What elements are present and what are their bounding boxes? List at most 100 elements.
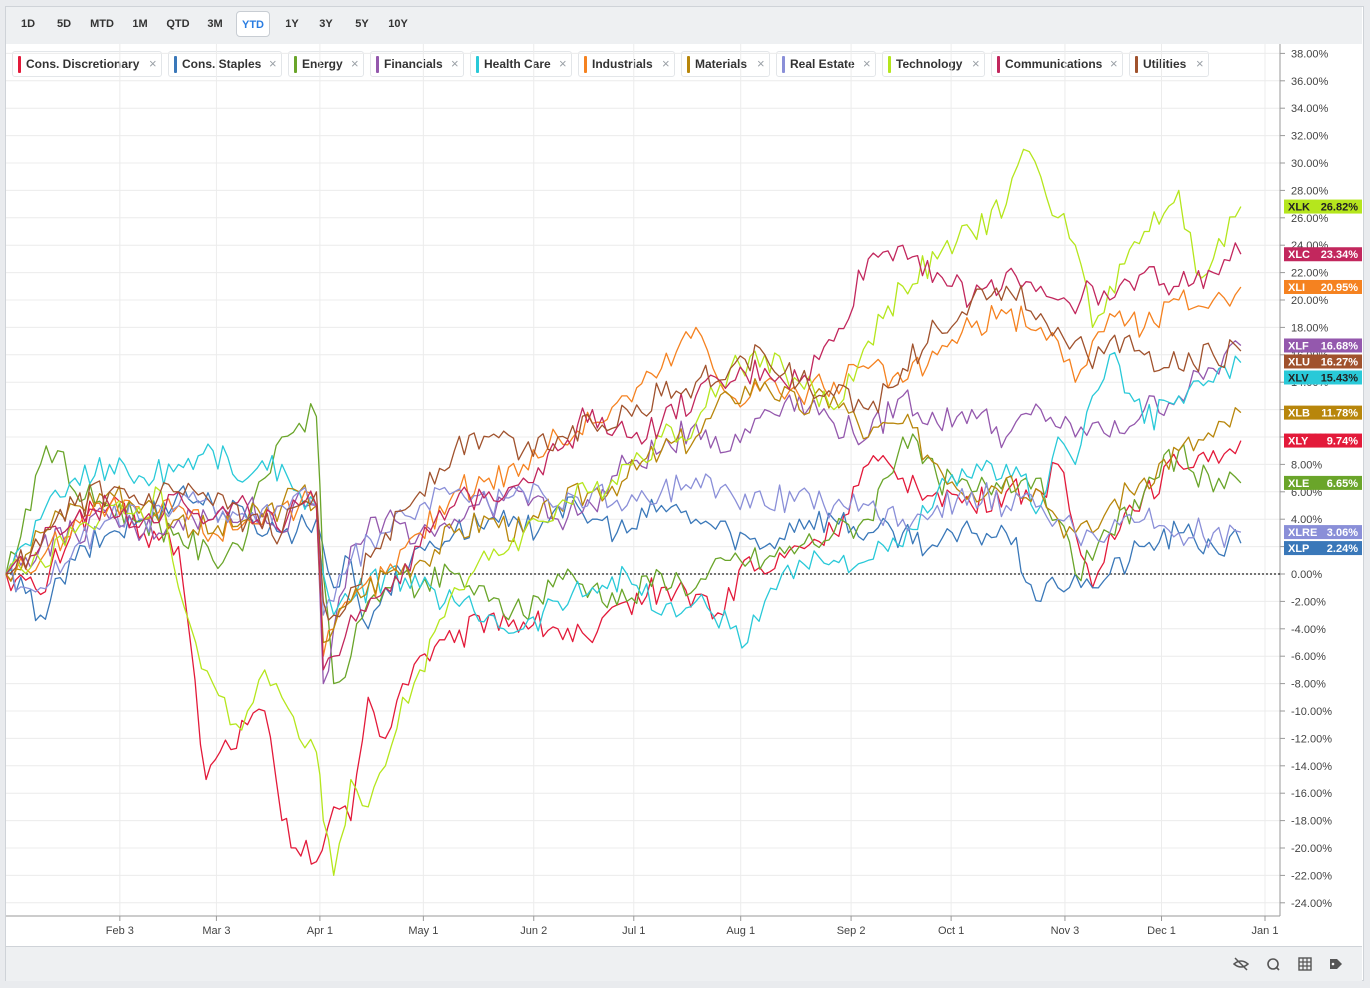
series-line-xlk[interactable]: [5, 148, 1242, 877]
x-tick-label: Aug 1: [726, 925, 755, 937]
legend-chip-xlp[interactable]: Cons. Staples ×: [168, 51, 282, 77]
end-value-badge-xli: XLI 20.95%: [1284, 279, 1362, 294]
badge-ticker: XLC: [1288, 249, 1310, 261]
remove-series-icon[interactable]: ×: [1110, 56, 1118, 71]
remove-series-icon[interactable]: ×: [972, 56, 980, 71]
end-value-badge-xlre: XLRE 3.06%: [1284, 525, 1362, 540]
range-button-3m[interactable]: 3M: [207, 18, 223, 30]
remove-series-icon[interactable]: ×: [662, 56, 670, 71]
legend-color-swatch: [687, 56, 690, 73]
labels-icon[interactable]: [1328, 956, 1344, 972]
badge-ticker: XLK: [1288, 202, 1310, 214]
x-tick-label: Jan 1: [1252, 925, 1279, 937]
legend-color-swatch: [1135, 56, 1138, 73]
range-button-3y[interactable]: 3Y: [319, 18, 333, 30]
y-tick-label: 32.00%: [1291, 131, 1329, 143]
x-tick-label: Mar 3: [202, 925, 230, 937]
legend-label: Financials: [384, 57, 443, 71]
legend-color-swatch: [584, 56, 587, 73]
hide-series-icon[interactable]: [1233, 956, 1249, 972]
badge-value: 3.06%: [1327, 527, 1358, 539]
y-tick-label: 20.00%: [1291, 295, 1329, 307]
range-button-10y[interactable]: 10Y: [388, 18, 408, 30]
legend-chip-xlre[interactable]: Real Estate ×: [776, 51, 876, 77]
legend-chip-xlv[interactable]: Health Care ×: [470, 51, 572, 77]
legend-color-swatch: [888, 56, 891, 73]
remove-series-icon[interactable]: ×: [559, 56, 567, 71]
series-line-xlv[interactable]: [5, 351, 1242, 649]
range-button-5y[interactable]: 5Y: [355, 18, 369, 30]
legend-chip-xlc[interactable]: Communications ×: [991, 51, 1123, 77]
y-tick-label: -24.00%: [1291, 898, 1332, 910]
table-view-icon[interactable]: [1297, 956, 1313, 972]
series-line-xle[interactable]: [5, 403, 1242, 685]
remove-series-icon[interactable]: ×: [351, 56, 359, 71]
range-button-mtd[interactable]: MTD: [90, 18, 114, 30]
badge-value: 26.82%: [1321, 202, 1359, 214]
remove-series-icon[interactable]: ×: [149, 56, 157, 71]
end-value-badge-xlp: XLP 2.24%: [1284, 541, 1362, 556]
range-button-ytd[interactable]: YTD: [236, 11, 270, 37]
legend-chip-xly[interactable]: Cons. Discretionary ×: [12, 51, 162, 77]
badge-ticker: XLB: [1288, 408, 1310, 420]
legend-chip-xlu[interactable]: Utilities ×: [1129, 51, 1209, 77]
range-button-qtd[interactable]: QTD: [166, 18, 190, 30]
y-tick-label: -6.00%: [1291, 651, 1326, 663]
range-button-1d[interactable]: 1D: [20, 18, 36, 30]
legend-chip-xlb[interactable]: Materials ×: [681, 51, 770, 77]
badge-background: [1284, 354, 1362, 369]
legend-chip-xlf[interactable]: Financials ×: [370, 51, 464, 77]
remove-series-icon[interactable]: ×: [1196, 56, 1204, 71]
legend-label: Energy: [302, 57, 343, 71]
badge-background: [1284, 541, 1362, 556]
end-value-badge-xle: XLE 6.65%: [1284, 475, 1362, 490]
remove-series-icon[interactable]: ×: [269, 56, 277, 71]
y-tick-label: -22.00%: [1291, 870, 1332, 882]
remove-series-icon[interactable]: ×: [863, 56, 871, 71]
badge-ticker: XLV: [1288, 372, 1309, 384]
remove-series-icon[interactable]: ×: [757, 56, 765, 71]
y-tick-label: -20.00%: [1291, 843, 1332, 855]
legend-chip-xle[interactable]: Energy ×: [288, 51, 364, 77]
series-line-xli[interactable]: [5, 286, 1242, 657]
x-tick-label: Apr 1: [307, 925, 333, 937]
legend-label: Communications: [1005, 57, 1103, 71]
series-line-xlc[interactable]: [5, 242, 1242, 671]
badge-background: [1284, 405, 1362, 420]
y-tick-label: 22.00%: [1291, 268, 1329, 280]
y-tick-label: -18.00%: [1291, 816, 1332, 828]
x-tick-label: Jul 1: [622, 925, 645, 937]
badge-ticker: XLY: [1288, 436, 1309, 448]
badge-ticker: XLF: [1288, 340, 1309, 352]
series-line-xlb[interactable]: [5, 378, 1242, 644]
y-tick-label: -2.00%: [1291, 596, 1326, 608]
remove-series-icon[interactable]: ×: [451, 56, 459, 71]
badge-background: [1284, 338, 1362, 353]
badge-value: 6.65%: [1327, 478, 1358, 490]
end-value-badge-xlv: XLV 15.43%: [1284, 370, 1362, 385]
range-button-1y[interactable]: 1Y: [285, 18, 299, 30]
end-value-badge-xly: XLY 9.74%: [1284, 433, 1362, 448]
range-button-1m[interactable]: 1M: [132, 18, 148, 30]
range-button-5d[interactable]: 5D: [56, 18, 72, 30]
legend-color-swatch: [294, 56, 297, 73]
x-tick-label: Sep 2: [837, 925, 866, 937]
x-tick-label: Jun 2: [520, 925, 547, 937]
range-toolbar: [6, 7, 1362, 44]
series-line-xlu[interactable]: [5, 284, 1242, 621]
y-tick-label: -4.00%: [1291, 624, 1326, 636]
badge-value: 20.95%: [1321, 282, 1359, 294]
legend-chip-xli[interactable]: Industrials ×: [578, 51, 675, 77]
y-tick-label: 8.00%: [1291, 459, 1322, 471]
badge-background: [1284, 475, 1362, 490]
legend-label: Utilities: [1143, 57, 1187, 71]
series-line-xly[interactable]: [5, 440, 1242, 865]
badge-value: 2.24%: [1327, 543, 1358, 555]
y-tick-label: 34.00%: [1291, 103, 1329, 115]
series-line-xlp[interactable]: [5, 485, 1242, 630]
y-tick-label: 36.00%: [1291, 76, 1329, 88]
legend-chip-xlk[interactable]: Technology ×: [882, 51, 985, 77]
y-tick-label: 26.00%: [1291, 213, 1329, 225]
zoom-reset-icon[interactable]: [1265, 956, 1281, 972]
